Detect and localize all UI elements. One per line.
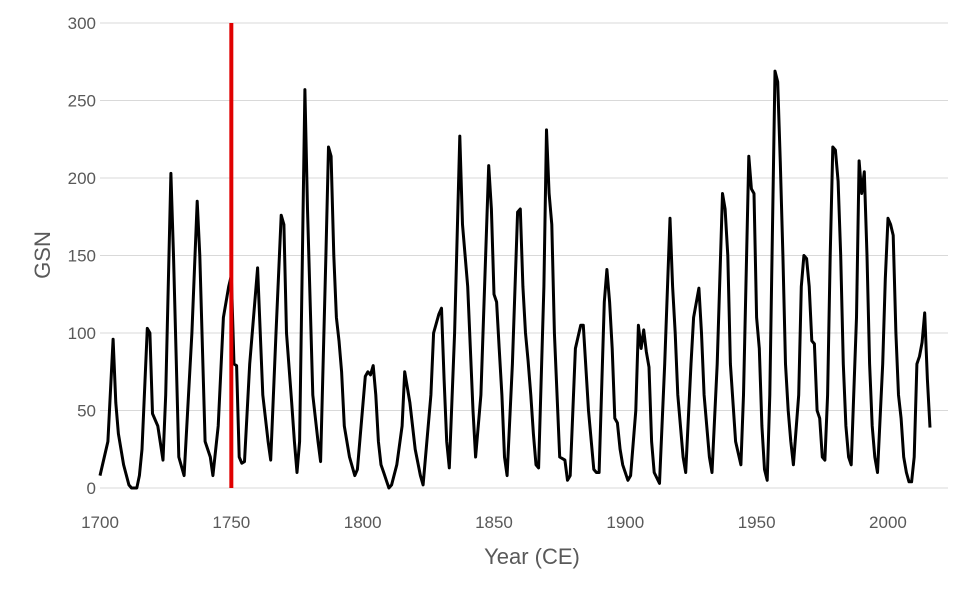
x-axis-tick-labels: 1700 1750 1800 1850 1900 1950 2000 (81, 513, 907, 532)
y-tick-label: 0 (87, 479, 96, 498)
y-tick-label: 200 (68, 169, 96, 188)
y-tick-label: 250 (68, 92, 96, 111)
x-tick-label: 1950 (738, 513, 776, 532)
x-tick-label: 2000 (869, 513, 907, 532)
y-tick-label: 50 (77, 402, 96, 421)
series-line (98, 69, 932, 490)
y-axis-tick-labels: 0 50 100 150 200 250 300 (68, 14, 96, 498)
y-tick-label: 150 (68, 247, 96, 266)
x-axis-title: Year (CE) (484, 544, 580, 569)
x-tick-label: 1850 (475, 513, 513, 532)
y-tick-label: 100 (68, 324, 96, 343)
x-tick-label: 1900 (606, 513, 644, 532)
x-tick-label: 1750 (212, 513, 250, 532)
gridlines (100, 22, 948, 411)
y-tick-label: 300 (68, 14, 96, 33)
series-layer (98, 69, 932, 490)
x-tick-label: 1800 (344, 513, 382, 532)
y-axis-title: GSN (30, 231, 55, 279)
x-tick-label: 1700 (81, 513, 119, 532)
